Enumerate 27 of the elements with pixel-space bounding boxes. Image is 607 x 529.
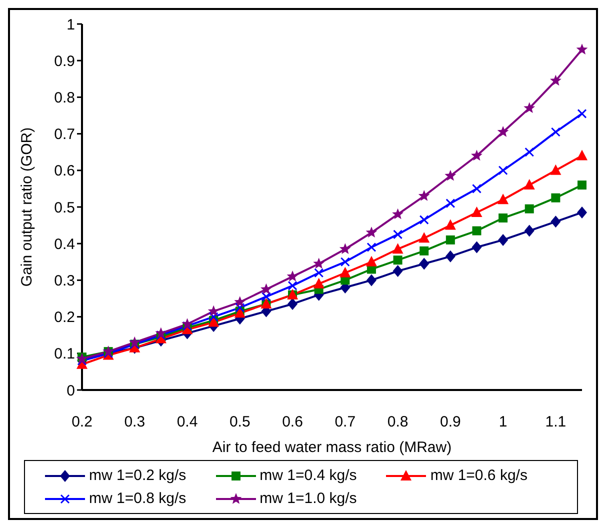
legend-label: mw 1=1.0 kg/s <box>260 490 357 507</box>
legend-label: mw 1=0.8 kg/s <box>89 490 186 507</box>
x-axis-title: Air to feed water mass ratio (MRaw) <box>212 439 452 456</box>
y-tick-label: 0.8 <box>54 90 75 107</box>
x-tick-label: 0.9 <box>440 414 461 431</box>
x-tick-label: 0.8 <box>387 414 408 431</box>
x-tick-label: 0.7 <box>334 414 356 431</box>
legend-label: mw 1=0.6 kg/s <box>430 467 528 484</box>
x-tick-label: 1 <box>498 414 508 431</box>
y-tick-label: 1 <box>66 16 75 34</box>
x-tick-label: 0.6 <box>282 414 303 431</box>
y-tick-label: 0.2 <box>54 309 75 326</box>
y-tick-label: 0.4 <box>54 236 75 253</box>
y-tick-label: 0.5 <box>54 199 75 216</box>
y-tick-label: 0 <box>66 382 75 400</box>
legend-label: mw 1=0.2 kg/s <box>89 467 186 484</box>
y-tick-label: 0.9 <box>54 52 75 70</box>
y-tick-label: 0.7 <box>54 126 75 144</box>
y-axis-title: Gain output ratio (GOR) <box>18 127 36 287</box>
x-tick-label: 0.4 <box>176 414 198 431</box>
y-tick-label: 0.6 <box>54 162 75 180</box>
x-tick-label: 0.3 <box>124 414 146 431</box>
y-tick-label: 0.1 <box>54 346 75 363</box>
x-tick-label: 1.1 <box>545 414 566 431</box>
legend-label: mw 1=0.4 kg/s <box>260 467 357 484</box>
x-tick-label: 0.5 <box>229 414 250 431</box>
y-tick-label: 0.3 <box>54 272 75 290</box>
